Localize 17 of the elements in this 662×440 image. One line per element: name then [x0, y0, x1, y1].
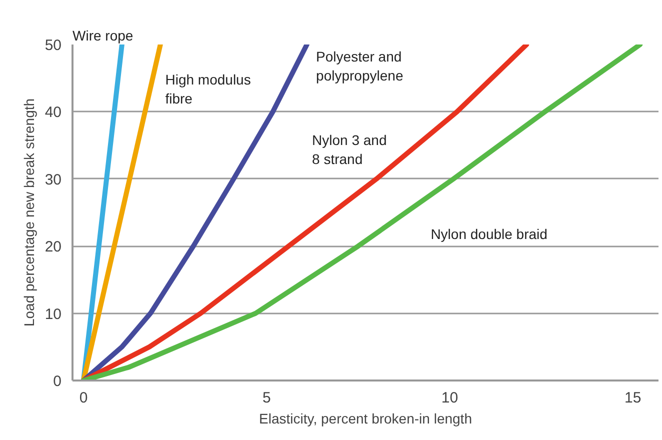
y-tick-label: 50 — [44, 37, 62, 54]
x-tick-label: 10 — [441, 390, 458, 406]
series-label: Nylon 3 and 8 strand — [312, 132, 387, 168]
x-tick-label: 15 — [624, 390, 642, 406]
x-axis-title: Elasticity, percent broken-in length — [259, 410, 472, 426]
x-tick-label: 0 — [79, 390, 88, 406]
x-tick-label: 5 — [262, 390, 271, 406]
series-label: Nylon double braid — [430, 226, 548, 242]
series-label: Polyester and polypropylene — [316, 48, 404, 84]
y-tick-label: 0 — [53, 373, 62, 390]
series-label: High modulus fibre — [165, 71, 251, 107]
y-tick-label: 30 — [44, 171, 62, 188]
y-tick-label: 20 — [44, 238, 62, 256]
y-tick-label: 10 — [44, 306, 62, 323]
y-tick-label: 40 — [44, 104, 62, 122]
y-axis-title: Load percentage new break strength — [20, 98, 37, 327]
series-label: Wire rope — [72, 28, 134, 44]
